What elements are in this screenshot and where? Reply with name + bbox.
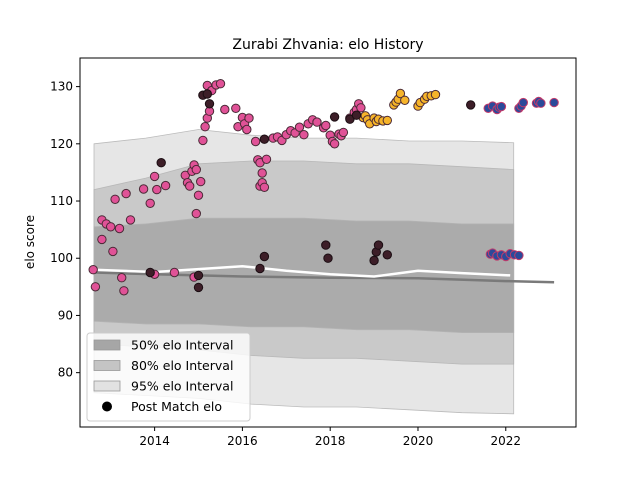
post-match-elo-point bbox=[117, 273, 127, 283]
elo-trend-line-2 bbox=[93, 264, 511, 278]
post-match-elo-point bbox=[202, 89, 213, 99]
post-match-elo-point bbox=[145, 267, 155, 278]
y-axis: 80 90 100 110 120 130 bbox=[50, 80, 80, 380]
post-match-elo-point bbox=[191, 208, 202, 219]
interval-band-50-pct bbox=[93, 217, 515, 333]
post-match-elo-point bbox=[242, 124, 252, 135]
post-match-elo-point bbox=[193, 270, 204, 281]
post-match-elo-point bbox=[106, 222, 116, 232]
post-match-elo-point bbox=[231, 103, 241, 114]
post-match-elo-point bbox=[244, 113, 254, 123]
post-match-elo-point bbox=[125, 215, 136, 225]
post-match-elo-point bbox=[152, 184, 162, 195]
legend-label: 50% elo Interval bbox=[131, 338, 233, 353]
x-tick-label: 2020 bbox=[403, 434, 434, 448]
post-match-elo-point bbox=[88, 265, 98, 275]
post-match-elo-point bbox=[114, 223, 125, 234]
post-match-elo-point bbox=[430, 89, 441, 100]
y-tick-label: 130 bbox=[50, 80, 73, 94]
legend-label: 95% elo Interval bbox=[131, 379, 233, 394]
x-tick-label: 2016 bbox=[227, 434, 258, 448]
post-match-elo-point bbox=[259, 182, 270, 193]
post-match-elo-point bbox=[400, 95, 410, 106]
post-match-elo-point bbox=[193, 190, 204, 201]
post-match-elo-point bbox=[185, 181, 195, 191]
legend-swatch bbox=[93, 380, 121, 392]
legend-swatch bbox=[93, 339, 121, 351]
post-match-elo-point bbox=[156, 158, 166, 168]
post-match-elo-point bbox=[351, 110, 362, 120]
post-match-elo-point bbox=[145, 198, 155, 209]
post-match-elo-point bbox=[369, 255, 379, 266]
post-match-elo-point bbox=[294, 122, 305, 132]
post-match-elo-point bbox=[257, 168, 267, 178]
post-match-elo-point bbox=[382, 115, 392, 126]
post-match-elo-point bbox=[119, 286, 129, 296]
post-match-elo-point bbox=[395, 88, 406, 99]
post-match-elo-point bbox=[110, 194, 120, 205]
post-match-elo-point bbox=[321, 120, 331, 131]
post-match-elo-point bbox=[259, 251, 270, 262]
x-tick-label: 2014 bbox=[139, 434, 170, 448]
post-match-elo-point bbox=[204, 99, 215, 109]
x-tick-label: 2022 bbox=[490, 434, 521, 448]
x-axis: 2014 2016 2018 2020 2022 bbox=[139, 427, 521, 448]
y-tick-label: 120 bbox=[50, 137, 73, 151]
post-match-elo-point bbox=[90, 282, 101, 292]
legend-label: Post Match elo bbox=[131, 399, 222, 414]
post-match-elo-point bbox=[193, 282, 204, 293]
post-match-elo-point bbox=[329, 112, 340, 122]
post-match-elo-point bbox=[466, 100, 476, 110]
legend-swatch bbox=[93, 360, 121, 371]
post-match-elo-point bbox=[200, 122, 210, 132]
y-axis-label: elo score bbox=[23, 215, 37, 269]
post-match-elo-point bbox=[514, 250, 524, 261]
post-match-elo-point bbox=[255, 263, 265, 274]
post-match-elo-point bbox=[549, 97, 559, 108]
post-match-elo-point bbox=[191, 164, 202, 175]
y-tick-label: 110 bbox=[50, 194, 73, 208]
post-match-elo-point bbox=[329, 139, 340, 149]
post-match-elo-point bbox=[220, 104, 230, 115]
post-match-elo-point bbox=[198, 135, 208, 146]
legend: 50% elo Interval 80% elo Interval 95% elo … bbox=[86, 332, 251, 422]
post-match-elo-point bbox=[356, 103, 366, 113]
legend-marker bbox=[102, 401, 112, 412]
post-match-elo-point bbox=[312, 117, 322, 127]
chart-title: Zurabi Zhvania: elo History bbox=[232, 37, 423, 53]
post-match-elo-point bbox=[299, 130, 309, 140]
post-match-elo-point bbox=[382, 250, 392, 260]
post-match-elo-point bbox=[518, 97, 528, 108]
post-match-elo-point bbox=[196, 176, 206, 187]
post-match-elo-point bbox=[323, 253, 333, 263]
post-match-elo-point bbox=[160, 180, 171, 191]
post-match-elo-point bbox=[373, 240, 384, 250]
post-match-elo-point bbox=[321, 240, 331, 250]
y-tick-label: 90 bbox=[58, 308, 73, 322]
x-tick-label: 2018 bbox=[315, 434, 346, 448]
post-match-elo-point bbox=[121, 188, 131, 199]
post-match-elo-point bbox=[496, 101, 507, 112]
post-match-elo-point bbox=[149, 171, 160, 182]
post-match-elo-point bbox=[108, 246, 118, 257]
post-match-elo-point bbox=[215, 79, 226, 89]
post-match-elo-point bbox=[138, 184, 149, 194]
post-match-elo-point bbox=[536, 98, 546, 108]
post-match-elo-point bbox=[261, 154, 272, 165]
axes-frame bbox=[79, 57, 577, 428]
legend-label: 80% elo Interval bbox=[131, 358, 233, 373]
y-tick-label: 100 bbox=[50, 251, 73, 265]
post-match-elo-point bbox=[97, 234, 107, 245]
post-match-elo-point bbox=[259, 134, 270, 144]
post-match-elo-point bbox=[338, 127, 349, 138]
legend-box bbox=[86, 332, 251, 422]
y-tick-label: 80 bbox=[58, 366, 73, 380]
post-match-elo-point bbox=[169, 267, 180, 278]
post-match-elo-point bbox=[250, 136, 261, 147]
